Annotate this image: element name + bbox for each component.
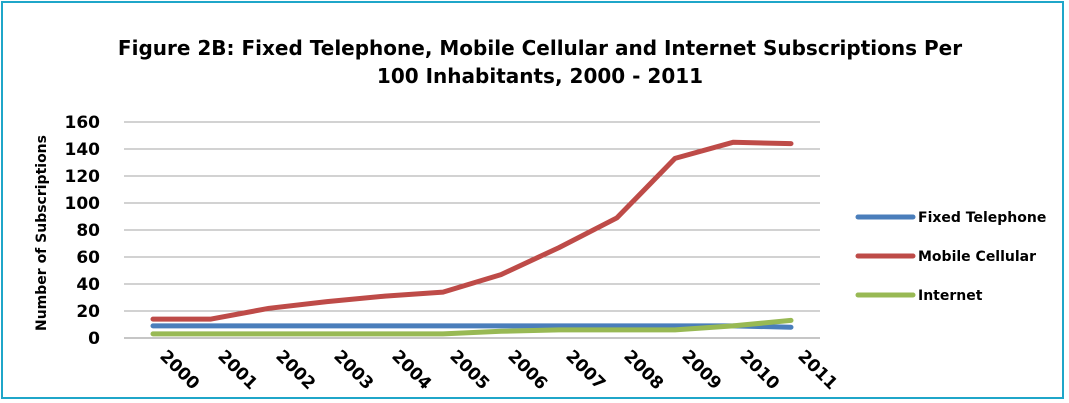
y-gridlines: [124, 121, 820, 339]
y-tick-label: 20: [76, 302, 100, 322]
x-tick-label: 2005: [445, 346, 493, 394]
legend: Fixed Telephone Mobile Cellular Internet: [855, 210, 1046, 304]
series-line: [150, 139, 794, 322]
x-tick-label: 2000: [155, 346, 203, 394]
x-tick-label: 2001: [213, 346, 261, 394]
legend-label: Fixed Telephone: [918, 210, 1046, 226]
x-tick-labels: 2000 2001 2002 2003 2004 2005 2006 2007 2008 2009…: [155, 346, 841, 394]
x-tick-label: 2011: [793, 346, 841, 394]
chart-title-line-1: Figure 2B: Fixed Telephone, Mobile Cellu…: [118, 36, 962, 60]
legend-label: Mobile Cellular: [918, 249, 1036, 265]
y-tick-labels: 0 20 40 60 80 100 120 140 160: [65, 113, 101, 349]
series-lines: [150, 139, 794, 337]
y-tick-label: 160: [65, 113, 101, 133]
x-tick-label: 2004: [387, 346, 435, 394]
y-tick-label: 40: [76, 275, 100, 295]
y-tick-label: 80: [76, 221, 100, 241]
series-line: [150, 323, 794, 330]
y-tick-label: 0: [88, 329, 100, 349]
x-tick-label: 2008: [619, 346, 667, 394]
y-axis-label: Number of Subscriptions: [34, 135, 50, 331]
x-tick-label: 2009: [677, 346, 725, 394]
x-tick-label: 2010: [735, 346, 783, 394]
y-tick-label: 120: [65, 167, 101, 187]
y-tick-label: 100: [65, 194, 101, 214]
legend-label: Internet: [918, 288, 983, 304]
x-tick-label: 2002: [271, 346, 319, 394]
x-tick-label: 2003: [329, 346, 377, 394]
chart-title-line-2: 100 Inhabitants, 2000 - 2011: [377, 64, 703, 88]
y-tick-label: 140: [65, 140, 101, 160]
y-tick-label: 60: [76, 248, 100, 268]
series-line: [150, 317, 794, 337]
x-tick-label: 2006: [503, 346, 551, 394]
x-tick-label: 2007: [561, 346, 609, 394]
